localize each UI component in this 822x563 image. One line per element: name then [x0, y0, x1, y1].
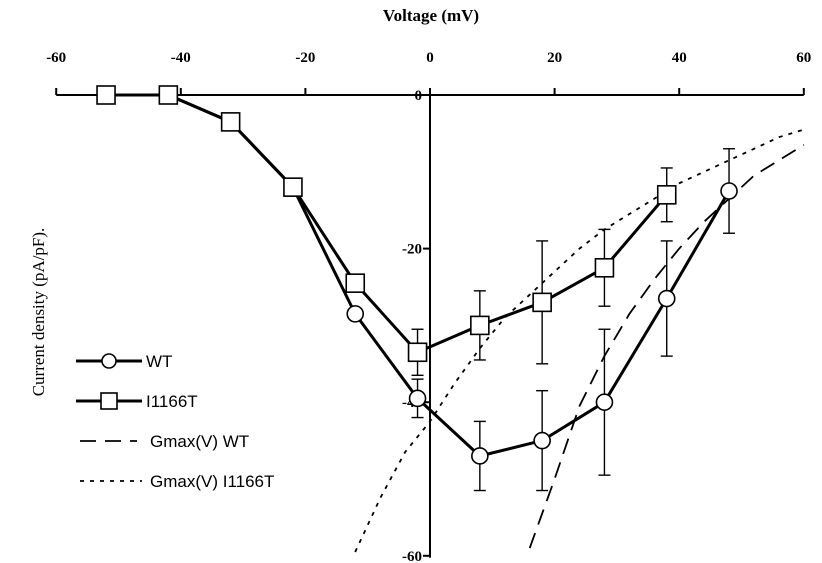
y-tick-label: -20: [402, 242, 422, 258]
legend-marker-i1166t: [100, 392, 118, 410]
fit-curves: [354, 128, 805, 553]
data-point-i1166t: [656, 185, 677, 205]
x-tick-label: -20: [295, 50, 315, 66]
legend-label-i1166t: I1166T: [146, 392, 198, 411]
data-markers: [96, 85, 738, 465]
data-point-wt: [657, 289, 676, 308]
x-tick-label: 60: [796, 50, 811, 66]
x-tick-label: -40: [171, 50, 191, 66]
legend-marker-wt: [101, 353, 117, 369]
legend-item-i1166t: I1166T: [76, 392, 198, 411]
x-tick-label: -60: [46, 50, 66, 66]
data-point-i1166t: [470, 315, 490, 336]
data-point-wt: [533, 431, 551, 450]
x-tick-label: 20: [547, 50, 562, 66]
legend-label-wt: WT: [146, 352, 172, 371]
data-point-wt: [720, 182, 738, 200]
data-point-wt: [471, 447, 489, 465]
y-tick-label: 0: [415, 88, 423, 104]
y-tick-label: -60: [402, 549, 422, 563]
data-point-i1166t: [594, 257, 615, 278]
data-point-wt: [408, 389, 427, 408]
y-axis-title: Current density (pA/pF).: [29, 228, 48, 397]
data-point-i1166t: [220, 112, 241, 132]
legend-label-gmax-wt: Gmax(V) WT: [150, 432, 249, 451]
data-point-i1166t: [158, 85, 179, 105]
data-point-i1166t: [345, 273, 366, 293]
legend-label-gmax-i1166t: Gmax(V) I1166T: [150, 472, 274, 491]
data-point-i1166t: [532, 292, 552, 313]
fit-curve-gmax-wt: [528, 144, 805, 549]
fit-curve-gmax-i1166t: [354, 128, 805, 553]
x-tick-label: 0: [426, 50, 434, 66]
legend-item-gmax-i1166t: Gmax(V) I1166T: [80, 472, 274, 491]
data-point-wt: [595, 393, 614, 412]
x-tick-label: 40: [672, 50, 687, 66]
data-point-i1166t: [407, 342, 428, 363]
x-axis-title: Voltage (mV): [383, 6, 479, 25]
data-point-i1166t: [283, 177, 303, 197]
legend-item-gmax-wt: Gmax(V) WT: [80, 432, 249, 451]
data-point-i1166t: [96, 85, 116, 105]
legend: WT I1166T Gmax(V) WT Gmax(V) I1166T: [76, 352, 274, 491]
legend-item-wt: WT: [76, 352, 172, 371]
series-line-i1166t: [106, 93, 668, 354]
data-point-wt: [346, 305, 365, 323]
